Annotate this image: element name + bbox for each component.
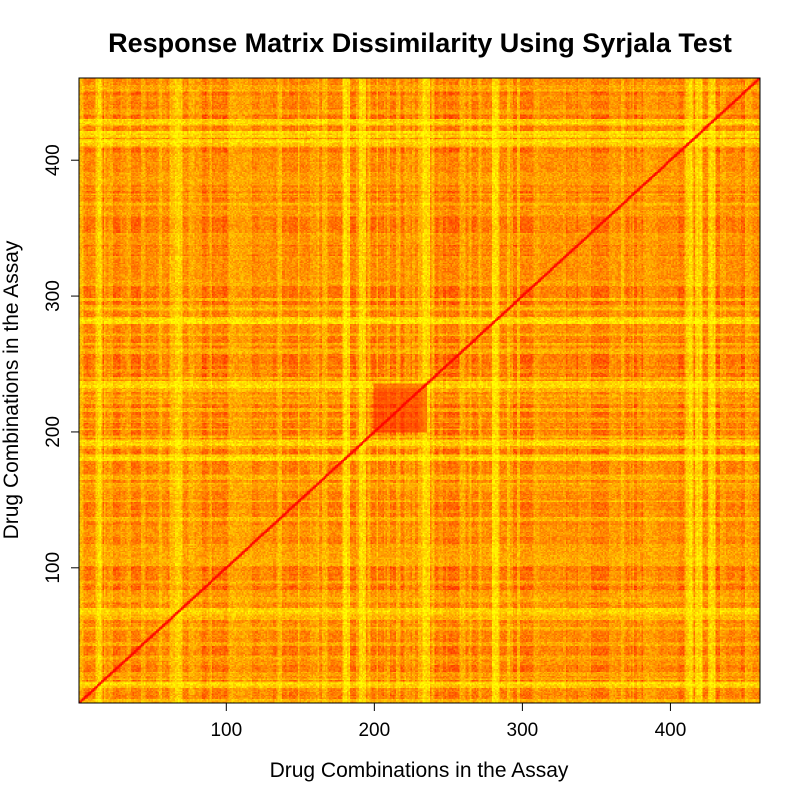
- y-tick-label: 300: [43, 280, 64, 312]
- y-axis: 100 200 300 400: [43, 144, 79, 584]
- plot-border: [78, 77, 761, 704]
- x-tick-label: 200: [358, 720, 390, 741]
- x-tick-label: 400: [655, 720, 687, 741]
- y-axis-label: Drug Combinations in the Assay: [0, 240, 23, 539]
- heatmap-image: [79, 78, 760, 703]
- y-tick-label: 100: [43, 552, 64, 584]
- chart-title: Response Matrix Dissimilarity Using Syrj…: [108, 28, 732, 58]
- y-tick-label: 400: [43, 144, 64, 176]
- x-axis-label: Drug Combinations in the Assay: [270, 759, 569, 782]
- x-tick-label: 100: [210, 720, 242, 741]
- plot-area: [78, 77, 761, 704]
- x-axis: 100 200 300 400: [210, 703, 686, 741]
- y-tick-label: 200: [43, 416, 64, 448]
- x-tick-label: 300: [507, 720, 539, 741]
